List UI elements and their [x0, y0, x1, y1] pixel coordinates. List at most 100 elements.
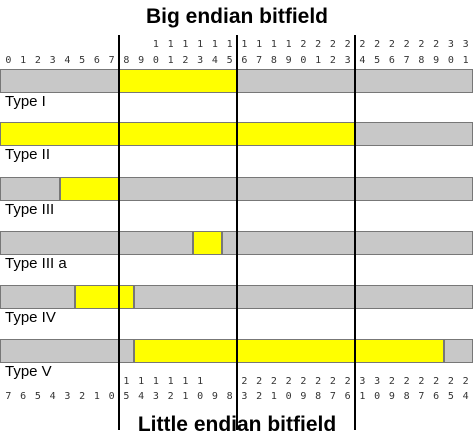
little-endian-tens-digit-11: 1 — [167, 376, 174, 387]
little-endian-units-digit-27: 8 — [403, 391, 410, 402]
big-endian-units-digit-24: 4 — [359, 55, 366, 66]
big-endian-units-digit-21: 1 — [315, 55, 322, 66]
row-label: Type I — [5, 93, 46, 110]
big-endian-tens-digit-24: 2 — [359, 39, 366, 50]
little-endian-tens-digit-26: 2 — [388, 376, 395, 387]
byte-boundary-line — [118, 35, 120, 430]
little-endian-tens-digit-17: 2 — [256, 376, 263, 387]
little-endian-units-digit-20: 9 — [300, 391, 307, 402]
unused-bits-after — [222, 231, 473, 255]
big-endian-tens-digit-14: 1 — [211, 39, 218, 50]
big-endian-units-digit-22: 2 — [329, 55, 336, 66]
little-endian-tens-digit-30: 2 — [447, 376, 454, 387]
big-endian-tens-digit-11: 1 — [167, 39, 174, 50]
little-endian-tens-digit-13: 1 — [197, 376, 204, 387]
bitfield-highlight — [119, 69, 237, 93]
big-endian-units-digit-25: 5 — [374, 55, 381, 66]
big-endian-tens-digit-28: 2 — [418, 39, 425, 50]
little-endian-tens-digit-23: 2 — [344, 376, 351, 387]
unused-bits-after — [355, 122, 473, 146]
big-endian-units-digit-14: 4 — [211, 55, 218, 66]
big-endian-units-digit-12: 2 — [182, 55, 189, 66]
big-endian-units-digit-4: 4 — [64, 55, 71, 66]
big-endian-units-digit-16: 6 — [241, 55, 248, 66]
little-endian-units-digit-12: 1 — [182, 391, 189, 402]
little-endian-units-digit-31: 4 — [462, 391, 469, 402]
little-endian-tens-digit-19: 2 — [285, 376, 292, 387]
little-endian-tens-digit-22: 2 — [329, 376, 336, 387]
little-endian-units-digit-11: 2 — [167, 391, 174, 402]
big-endian-tens-digit-16: 1 — [241, 39, 248, 50]
little-endian-units-digit-26: 9 — [388, 391, 395, 402]
bitfield-highlight — [192, 231, 223, 255]
big-endian-units-digit-29: 9 — [433, 55, 440, 66]
little-endian-tens-digit-31: 2 — [462, 376, 469, 387]
big-endian-units-digit-10: 0 — [152, 55, 159, 66]
big-endian-units-digit-31: 1 — [462, 55, 469, 66]
little-endian-units-digit-10: 3 — [152, 391, 159, 402]
little-endian-tens-digit-16: 2 — [241, 376, 248, 387]
big-endian-units-digit-5: 5 — [79, 55, 86, 66]
big-endian-title: Big endian bitfield — [146, 5, 328, 28]
big-endian-tens-digit-22: 2 — [329, 39, 336, 50]
little-endian-units-digit-4: 3 — [64, 391, 71, 402]
bitfield-highlight — [133, 339, 444, 363]
big-endian-units-digit-26: 6 — [388, 55, 395, 66]
little-endian-tens-digit-29: 2 — [433, 376, 440, 387]
big-endian-tens-digit-25: 2 — [374, 39, 381, 50]
big-endian-units-digit-6: 6 — [93, 55, 100, 66]
little-endian-units-digit-24: 1 — [359, 391, 366, 402]
little-endian-tens-digit-18: 2 — [270, 376, 277, 387]
little-endian-units-digit-17: 2 — [256, 391, 263, 402]
unused-bits-before — [0, 231, 193, 255]
little-endian-units-digit-0: 7 — [5, 391, 12, 402]
little-endian-tens-digit-21: 2 — [315, 376, 322, 387]
little-endian-tens-digit-20: 2 — [300, 376, 307, 387]
unused-bits-after — [443, 339, 473, 363]
big-endian-tens-digit-29: 2 — [433, 39, 440, 50]
little-endian-units-digit-6: 1 — [93, 391, 100, 402]
unused-bits-after — [119, 177, 473, 201]
big-endian-units-digit-3: 3 — [49, 55, 56, 66]
little-endian-units-digit-19: 0 — [285, 391, 292, 402]
big-endian-units-digit-1: 1 — [20, 55, 27, 66]
little-endian-units-digit-18: 1 — [270, 391, 277, 402]
little-endian-units-digit-7: 0 — [108, 391, 115, 402]
little-endian-tens-digit-10: 1 — [152, 376, 159, 387]
byte-boundary-line — [236, 35, 238, 430]
bitfield-row — [0, 339, 474, 363]
bitfield-row — [0, 122, 474, 146]
bitfield-row — [0, 177, 474, 201]
little-endian-tens-digit-12: 1 — [182, 376, 189, 387]
big-endian-units-digit-9: 9 — [138, 55, 145, 66]
little-endian-units-digit-1: 6 — [20, 391, 27, 402]
bitfield-row — [0, 285, 474, 309]
big-endian-tens-digit-15: 1 — [226, 39, 233, 50]
little-endian-units-digit-5: 2 — [79, 391, 86, 402]
big-endian-tens-digit-20: 2 — [300, 39, 307, 50]
big-endian-units-digit-17: 7 — [256, 55, 263, 66]
big-endian-tens-digit-21: 2 — [315, 39, 322, 50]
big-endian-units-digit-19: 9 — [285, 55, 292, 66]
bitfield-row — [0, 231, 474, 255]
big-endian-tens-digit-31: 3 — [462, 39, 469, 50]
unused-bits-before — [0, 69, 119, 93]
little-endian-units-digit-29: 6 — [433, 391, 440, 402]
big-endian-units-digit-15: 5 — [226, 55, 233, 66]
little-endian-units-digit-25: 0 — [374, 391, 381, 402]
row-label: Type V — [5, 363, 52, 380]
little-endian-units-digit-8: 5 — [123, 391, 130, 402]
little-endian-tens-digit-27: 2 — [403, 376, 410, 387]
little-endian-units-digit-9: 4 — [138, 391, 145, 402]
unused-bits-after — [133, 285, 473, 309]
row-label: Type III a — [5, 255, 67, 272]
row-label: Type II — [5, 146, 51, 163]
big-endian-units-digit-30: 0 — [447, 55, 454, 66]
big-endian-tens-digit-13: 1 — [197, 39, 204, 50]
big-endian-tens-digit-27: 2 — [403, 39, 410, 50]
little-endian-tens-digit-8: 1 — [123, 376, 130, 387]
little-endian-units-digit-2: 5 — [34, 391, 41, 402]
big-endian-tens-digit-26: 2 — [388, 39, 395, 50]
little-endian-tens-digit-28: 2 — [418, 376, 425, 387]
